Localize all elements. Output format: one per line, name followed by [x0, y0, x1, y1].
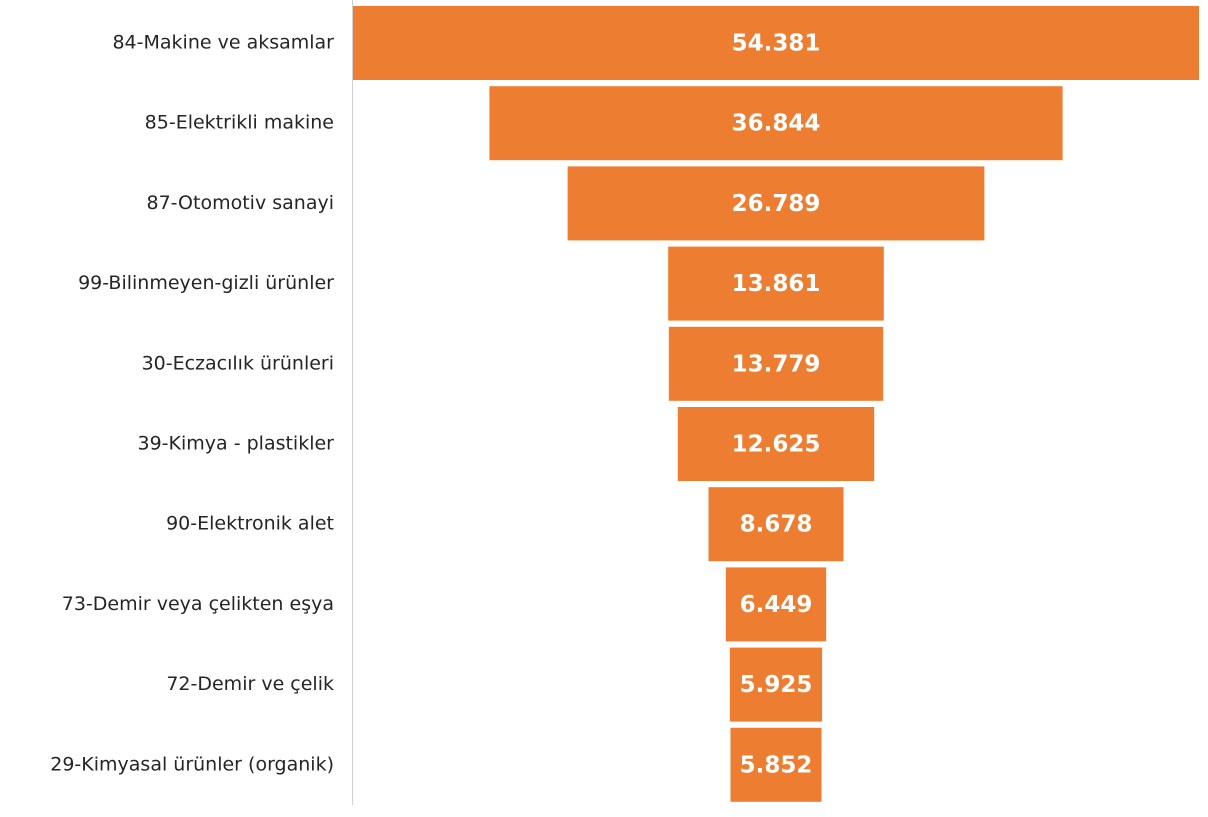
value-label: 5.852: [740, 752, 813, 778]
value-label: 36.844: [732, 111, 821, 137]
funnel-bar: [730, 727, 822, 802]
category-label: 39-Kimya - plastikler: [138, 433, 335, 455]
value-label: 6.449: [740, 592, 813, 618]
funnel-bar: [353, 6, 1199, 80]
funnel-bar: [668, 246, 884, 321]
category-label: 30-Eczacılık ürünleri: [142, 352, 334, 374]
category-label: 72-Demir ve çelik: [166, 673, 334, 695]
value-label: 54.381: [732, 31, 821, 57]
funnel-bar: [729, 647, 823, 722]
funnel-bar: [668, 326, 884, 401]
category-label: 29-Kimyasal ürünler (organik): [50, 753, 334, 775]
category-label: 87-Otomotiv sanayi: [147, 192, 335, 214]
funnel-bar: [708, 487, 844, 562]
value-label: 13.779: [732, 351, 821, 377]
category-label: 90-Elektronik alet: [166, 513, 334, 535]
category-label: 84-Makine ve aksamlar: [112, 32, 334, 54]
value-label: 26.789: [732, 191, 821, 217]
funnel-bar: [489, 86, 1063, 161]
category-label: 73-Demir veya çelikten eşya: [62, 593, 334, 615]
value-label: 13.861: [732, 271, 821, 297]
funnel-bar: [677, 407, 875, 481]
funnel-bar: [567, 166, 985, 241]
funnel-bar: [725, 567, 827, 642]
value-label: 5.925: [740, 672, 813, 698]
category-label: 99-Bilinmeyen-gizli ürünler: [78, 272, 334, 294]
value-label: 12.625: [732, 432, 821, 458]
value-label: 8.678: [740, 512, 813, 538]
category-label: 85-Elektrikli makine: [145, 112, 334, 134]
